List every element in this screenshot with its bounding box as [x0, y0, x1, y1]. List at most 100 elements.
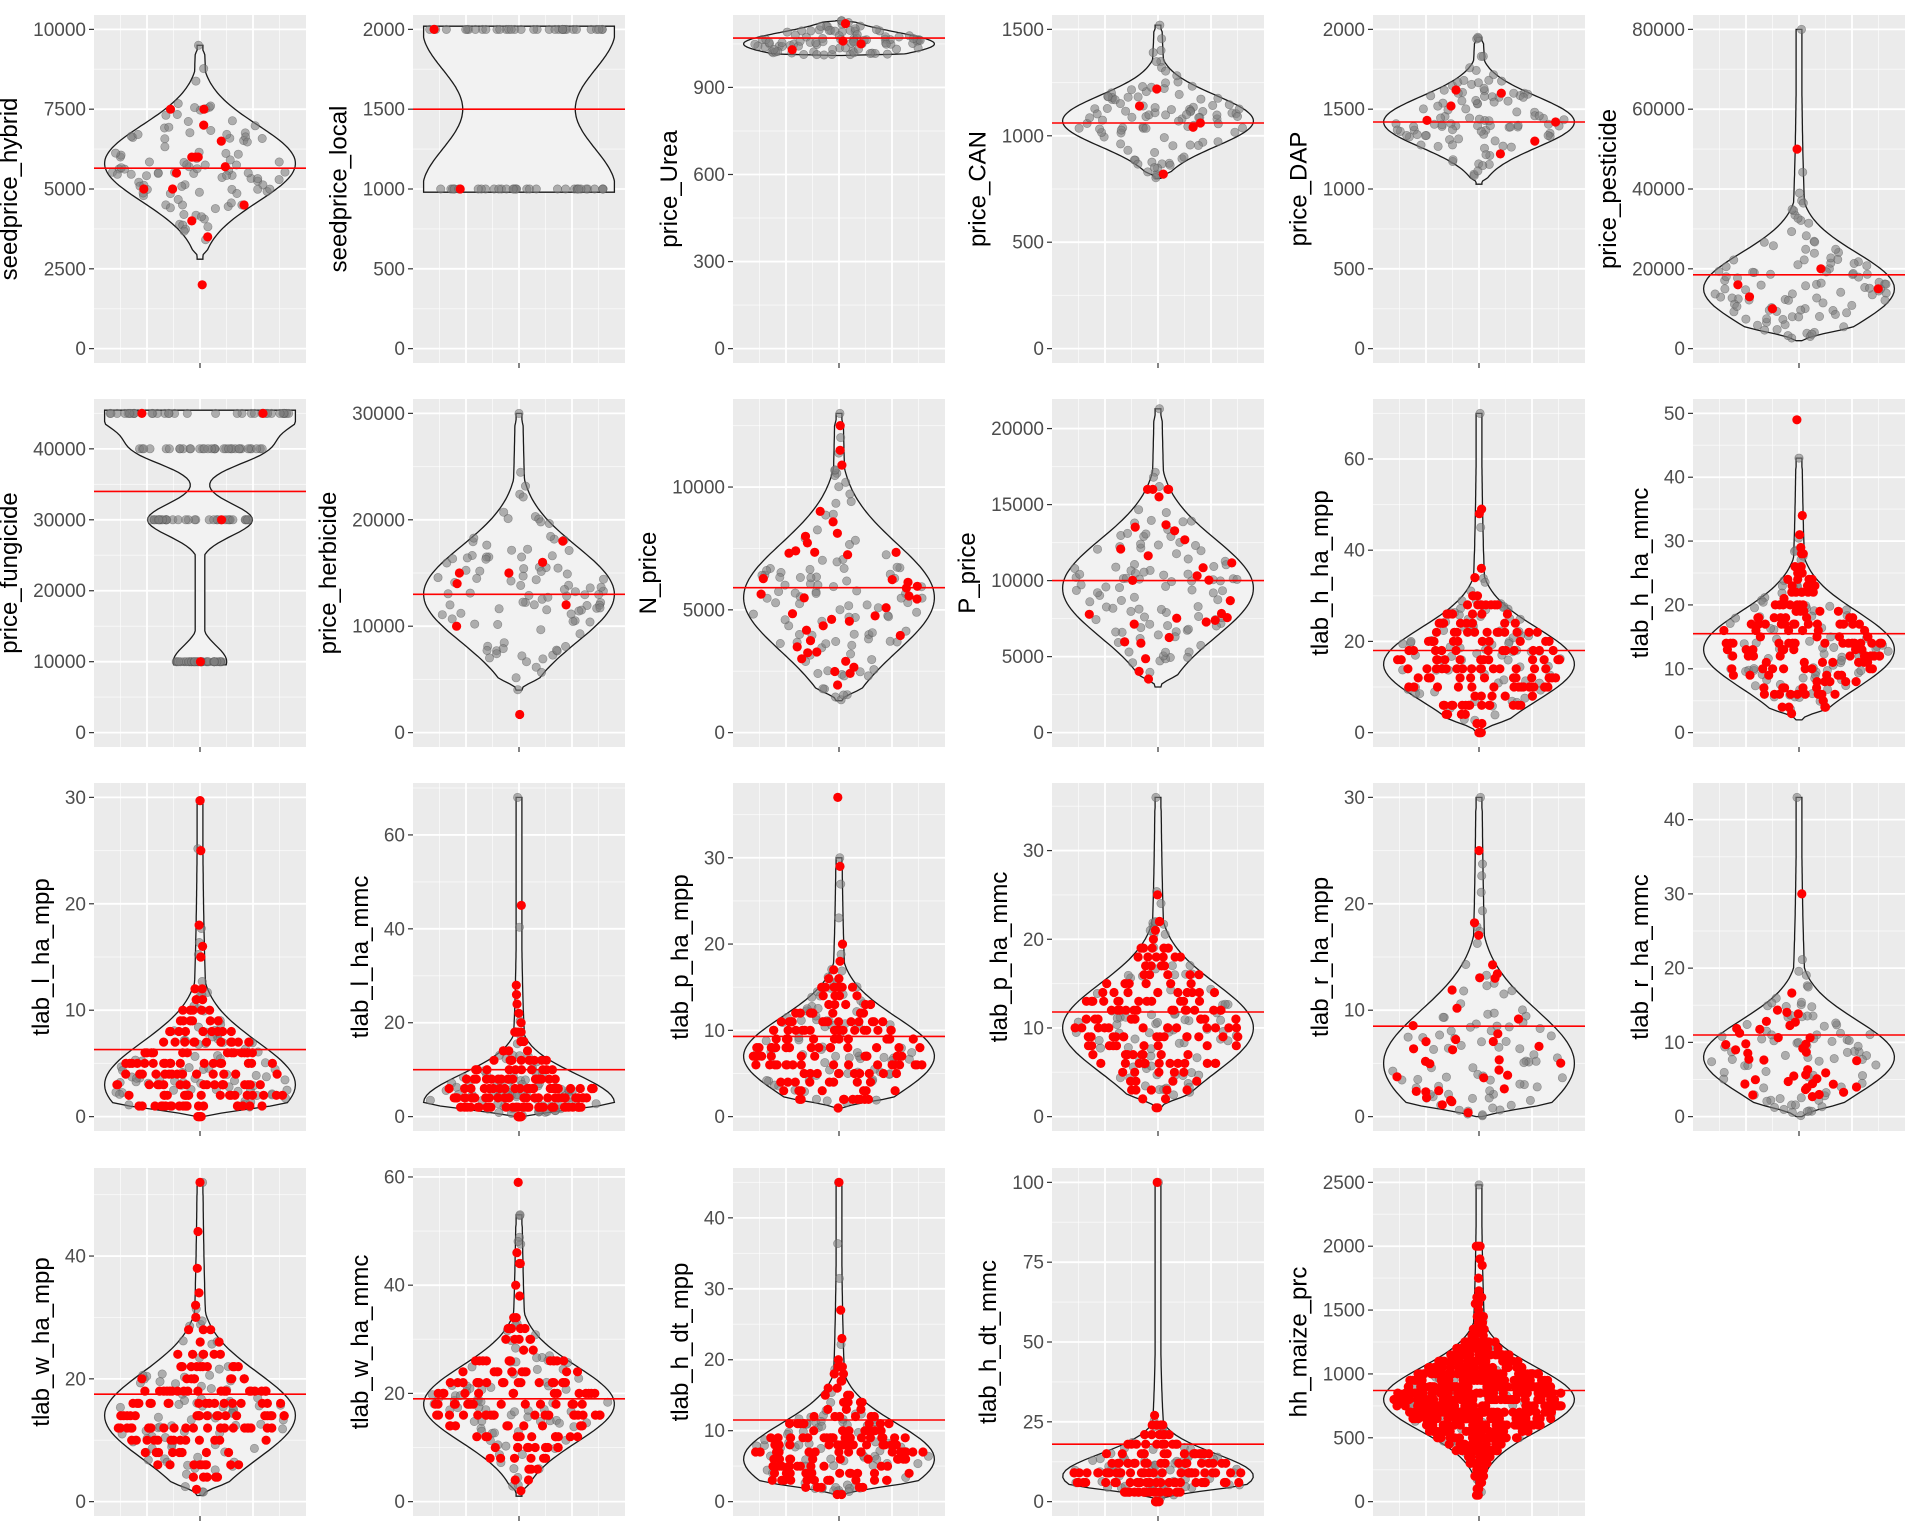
data-point-gray [1829, 1054, 1839, 1064]
data-point-gray [1761, 1067, 1771, 1077]
data-point-red [1151, 1103, 1161, 1113]
data-point-red [1108, 1032, 1118, 1042]
data-point-gray [1141, 123, 1151, 133]
y-tick-label: 40 [384, 1276, 405, 1297]
data-point-red [1490, 973, 1500, 983]
data-point-gray [590, 184, 600, 194]
y-tick-label: 5000 [44, 180, 86, 201]
data-point-red [1104, 1023, 1114, 1033]
data-point-red [485, 1453, 495, 1463]
data-point-red [1441, 664, 1451, 674]
data-point-gray [845, 489, 855, 499]
y-tick-label: 20 [65, 894, 86, 915]
data-point-red [474, 1102, 484, 1112]
data-point-red [798, 1433, 808, 1443]
data-point-gray [1543, 131, 1553, 141]
data-point-gray [155, 1377, 165, 1387]
data-point-red [561, 600, 571, 610]
data-point-gray [1780, 320, 1790, 330]
data-point-red [467, 1093, 477, 1103]
data-point-gray [1484, 116, 1494, 126]
y-axis-title: tlab_h_ha_mpp [1307, 490, 1334, 655]
data-point-gray [257, 134, 267, 144]
data-point-gray [797, 26, 807, 36]
data-point-red [1779, 645, 1789, 655]
data-point-red [461, 1074, 472, 1084]
data-point-gray [179, 226, 189, 236]
data-point-gray [536, 667, 546, 677]
data-point-red [837, 939, 848, 949]
data-point-red [1159, 1449, 1169, 1459]
data-point-gray [828, 582, 838, 592]
data-point-red [1221, 1458, 1231, 1468]
data-point-gray [165, 203, 175, 213]
data-point-gray [595, 603, 605, 613]
data-point-red [1132, 1005, 1142, 1015]
data-point-gray [1398, 639, 1408, 649]
data-point-red [1447, 1097, 1457, 1107]
data-point-red [113, 1423, 123, 1433]
data-point-red [1463, 700, 1474, 710]
data-point-red [835, 861, 845, 872]
data-point-red [532, 1464, 543, 1474]
data-point-red [433, 1388, 443, 1398]
data-point-gray [559, 584, 569, 594]
data-point-gray [506, 576, 516, 586]
data-point-gray [1792, 792, 1802, 802]
y-axis-title: seedprice_local [326, 106, 353, 273]
data-point-red [1180, 1458, 1190, 1468]
data-point-gray [881, 550, 891, 560]
data-point-gray [1848, 268, 1858, 278]
data-point-gray [1503, 655, 1513, 665]
points [433, 408, 608, 720]
data-point-red [792, 642, 802, 652]
data-point-gray [1183, 624, 1193, 634]
data-point-gray [205, 1370, 215, 1380]
data-point-red [1770, 600, 1780, 610]
data-point-red [1231, 1041, 1241, 1051]
data-point-red [215, 1349, 225, 1359]
data-point-red [785, 1468, 795, 1478]
data-point-red [196, 846, 206, 856]
data-point-red [829, 1369, 839, 1379]
data-point-gray [1413, 1074, 1423, 1084]
data-point-red [809, 1426, 819, 1436]
data-point-red [1540, 682, 1550, 692]
data-point-gray [1484, 75, 1494, 85]
data-point-red [1821, 1068, 1831, 1078]
data-point-red [182, 1374, 192, 1384]
data-point-gray [1409, 122, 1419, 132]
data-point-red [473, 1410, 483, 1420]
data-point-gray [1138, 82, 1148, 92]
data-point-red [1182, 1032, 1192, 1042]
y-tick-label: 20 [704, 935, 725, 956]
data-point-gray [1123, 145, 1133, 155]
data-point-gray [511, 673, 521, 683]
data-point-red [797, 654, 807, 664]
data-point-gray [1513, 120, 1523, 130]
data-point-red [1114, 996, 1124, 1006]
data-point-red [1476, 600, 1487, 610]
data-point-gray [1165, 160, 1175, 170]
data-point-red [523, 1475, 534, 1485]
data-point-gray [835, 853, 845, 863]
data-point-red [836, 1305, 846, 1315]
points [1719, 415, 1893, 719]
data-point-red [783, 1025, 793, 1035]
y-tick-label: 1000 [1002, 126, 1044, 147]
y-tick-label: 20 [704, 1350, 725, 1371]
data-point-gray [1153, 630, 1163, 640]
data-point-red [1799, 606, 1809, 616]
data-point-red [890, 1086, 900, 1096]
data-point-red [1474, 846, 1484, 856]
data-point-red [1233, 1032, 1243, 1042]
data-point-gray [1798, 673, 1808, 683]
data-point-gray [598, 574, 608, 584]
data-point-red [1476, 691, 1486, 701]
data-point-gray [472, 573, 482, 583]
data-point-gray [1844, 1036, 1854, 1046]
